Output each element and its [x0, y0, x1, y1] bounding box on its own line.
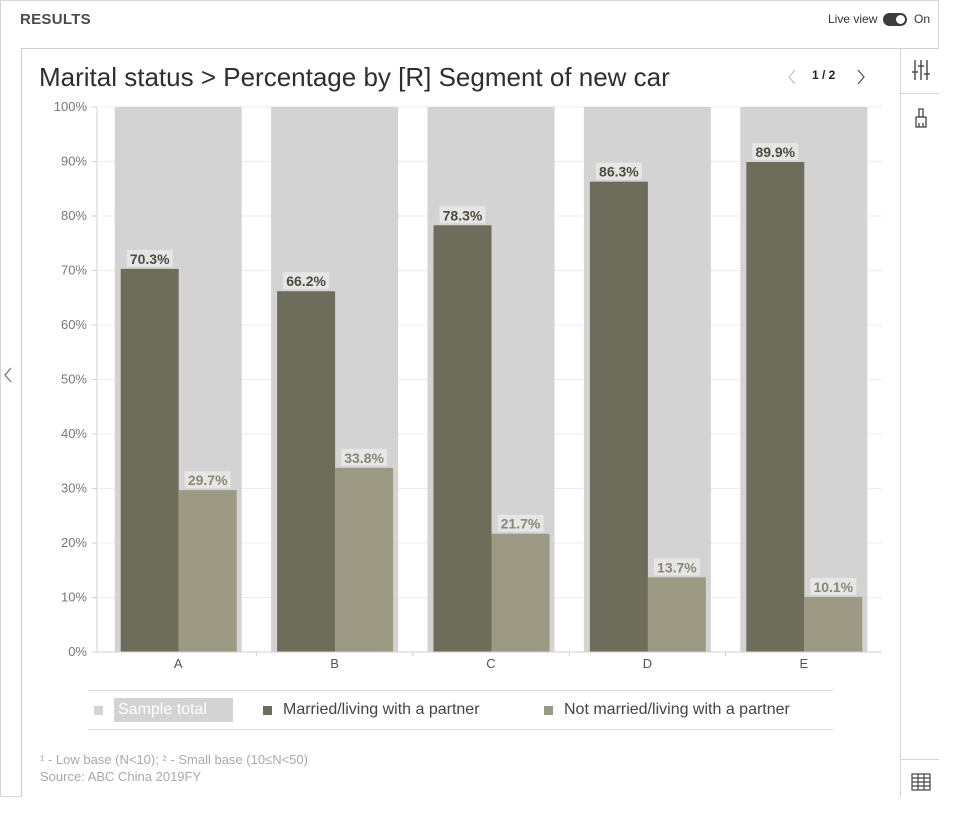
x-tick-label: A	[174, 656, 183, 671]
married-bar	[746, 162, 805, 653]
chart-legend: Sample total Married/living with a partn…	[88, 690, 833, 730]
data-label: 10.1%	[813, 579, 853, 595]
data-label-bg	[810, 577, 857, 595]
prev-page-icon[interactable]	[786, 68, 798, 86]
toolbar-divider	[901, 93, 939, 94]
data-label: 33.8%	[344, 450, 384, 466]
next-page-icon[interactable]	[855, 68, 867, 86]
live-view-label: Live view	[828, 12, 878, 26]
y-tick-label: 100%	[54, 99, 88, 114]
x-tick-label: D	[643, 656, 652, 671]
data-label-bg	[752, 143, 799, 161]
toolbar-divider	[901, 759, 939, 760]
y-tick-label: 60%	[61, 317, 87, 332]
legend-swatch	[94, 705, 103, 715]
data-label: 86.3%	[599, 164, 639, 180]
y-tick-label: 40%	[61, 426, 87, 441]
sliders-icon[interactable]	[911, 59, 931, 81]
table-icon[interactable]	[911, 773, 931, 791]
data-label: 29.7%	[188, 472, 228, 488]
data-label: 78.3%	[443, 207, 483, 223]
page-indicator: 1 / 2	[812, 68, 836, 82]
not-married-bar	[491, 533, 550, 652]
y-tick-label: 30%	[61, 481, 87, 496]
y-tick-label: 50%	[61, 372, 87, 387]
legend-item-not-married[interactable]: Not married/living with a partner	[544, 691, 790, 729]
not-married-bar	[335, 467, 394, 652]
y-tick-label: 80%	[61, 208, 87, 223]
legend-swatch	[263, 705, 272, 715]
chart-title: Marital status > Percentage by [R] Segme…	[39, 62, 670, 92]
legend-label: Not married/living with a partner	[564, 701, 790, 718]
not-married-bar	[647, 577, 706, 652]
data-label-bg	[283, 272, 330, 290]
y-tick-label: 70%	[61, 263, 87, 278]
legend-swatch	[544, 705, 553, 715]
married-bar	[120, 268, 179, 652]
right-toolbar	[900, 48, 939, 797]
not-married-bar	[178, 490, 237, 652]
footnote-source: Source: ABC China 2019FY	[40, 769, 202, 784]
y-tick-label: 20%	[61, 535, 87, 550]
data-label-bg	[341, 448, 388, 466]
data-label: 21.7%	[501, 516, 541, 532]
data-label: 89.9%	[755, 144, 795, 160]
x-tick-label: E	[799, 656, 808, 671]
legend-label: Married/living with a partner	[283, 701, 480, 718]
live-view-state: On	[914, 12, 931, 26]
legend-item-sample-total[interactable]: Sample total	[94, 691, 233, 729]
x-tick-label: B	[330, 656, 339, 671]
x-tick-label: C	[486, 656, 495, 671]
data-label: 13.7%	[657, 559, 697, 575]
data-label-bg	[497, 514, 544, 532]
brush-icon[interactable]	[913, 107, 929, 129]
y-tick-label: 90%	[61, 154, 87, 169]
not-married-bar	[804, 596, 863, 652]
live-view-toggle[interactable]	[883, 13, 907, 26]
y-tick-label: 10%	[61, 590, 87, 605]
legend-item-married[interactable]: Married/living with a partner	[263, 691, 480, 729]
toggle-knob	[896, 15, 905, 24]
married-bar	[433, 225, 492, 652]
data-label-bg	[439, 206, 486, 224]
results-title: RESULTS	[20, 11, 91, 28]
data-label: 66.2%	[286, 273, 326, 289]
data-label-bg	[126, 249, 173, 267]
y-tick-label: 0%	[68, 644, 87, 659]
legend-label: Sample total	[114, 698, 233, 722]
collapse-left-icon[interactable]	[2, 366, 14, 384]
data-label-bg	[653, 558, 700, 576]
married-bar	[589, 181, 648, 653]
results-header: RESULTS Live view On	[0, 0, 939, 40]
data-label-bg	[184, 471, 231, 489]
data-label-bg	[595, 162, 642, 180]
data-label: 70.3%	[130, 251, 170, 267]
footnote-bases: ¹ - Low base (N<10); ² - Small base (10≤…	[40, 752, 308, 767]
married-bar	[277, 291, 336, 652]
